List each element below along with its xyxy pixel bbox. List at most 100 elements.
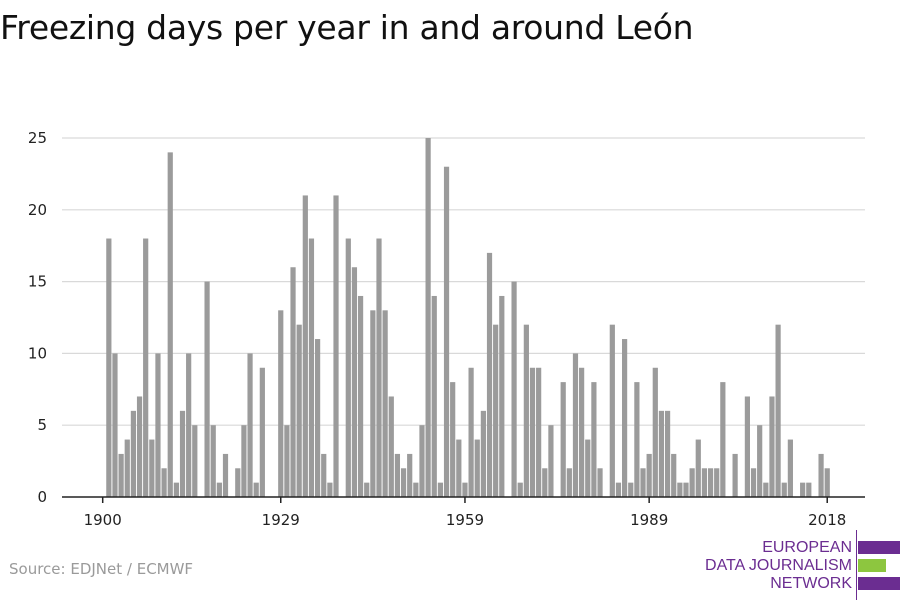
bar bbox=[523, 324, 529, 497]
bar bbox=[720, 382, 726, 497]
bar bbox=[806, 482, 812, 497]
x-axis-ticks: 1900 1929 1959 1989 2018 bbox=[84, 497, 846, 529]
bar bbox=[683, 482, 689, 497]
bar bbox=[566, 468, 572, 497]
y-tick-label: 10 bbox=[28, 344, 47, 362]
bar bbox=[241, 425, 247, 497]
logo-text-data-journalism: DATA JOURNALISM bbox=[705, 557, 852, 574]
bar bbox=[757, 425, 763, 497]
bar bbox=[173, 482, 179, 497]
logo-text-european: EUROPEAN bbox=[762, 539, 852, 556]
logo-bar-purple-top bbox=[858, 541, 900, 554]
bar bbox=[204, 281, 210, 497]
bar bbox=[179, 410, 186, 497]
bar bbox=[437, 482, 443, 497]
bar bbox=[517, 482, 523, 497]
bar bbox=[278, 310, 284, 497]
bar bbox=[413, 482, 419, 497]
bar bbox=[296, 324, 302, 497]
bar bbox=[658, 410, 665, 497]
bar bbox=[775, 324, 781, 497]
bar bbox=[253, 482, 259, 497]
bar bbox=[468, 367, 474, 497]
bar bbox=[548, 425, 554, 497]
bar bbox=[671, 453, 677, 497]
bar bbox=[210, 425, 216, 497]
bar bbox=[259, 367, 265, 497]
bar bbox=[677, 482, 683, 497]
bar bbox=[781, 482, 787, 497]
bar-chart: 0 5 10 15 20 25 1900 1929 1959 1989 2018 bbox=[28, 129, 865, 529]
bar bbox=[149, 439, 155, 497]
bar bbox=[376, 238, 382, 497]
bar bbox=[419, 425, 425, 497]
bar bbox=[499, 295, 505, 497]
bar bbox=[597, 468, 603, 497]
bar bbox=[364, 482, 370, 497]
bar bbox=[400, 468, 407, 497]
bar bbox=[321, 453, 327, 497]
y-tick-label: 15 bbox=[28, 273, 47, 291]
bar bbox=[118, 453, 124, 497]
bar bbox=[247, 353, 253, 497]
y-tick-label: 20 bbox=[28, 201, 47, 219]
bar bbox=[511, 281, 517, 497]
logo-bar-green bbox=[858, 559, 886, 572]
bar bbox=[235, 468, 241, 497]
bar bbox=[707, 468, 714, 497]
bar bbox=[818, 453, 824, 497]
bar bbox=[284, 425, 290, 497]
bar bbox=[333, 195, 339, 497]
bar bbox=[443, 166, 450, 497]
bar bbox=[290, 267, 296, 497]
bar bbox=[486, 252, 493, 497]
bar bbox=[382, 310, 388, 497]
bar bbox=[425, 138, 431, 497]
gridlines bbox=[62, 137, 865, 426]
bar bbox=[450, 382, 456, 497]
chart-title: Freezing days per year in and around Leó… bbox=[0, 8, 694, 47]
bar bbox=[167, 152, 173, 498]
x-tick-label: 1959 bbox=[446, 511, 484, 529]
bar bbox=[394, 453, 401, 497]
bar bbox=[493, 324, 499, 497]
bar bbox=[124, 439, 130, 497]
y-tick-label: 0 bbox=[37, 488, 47, 506]
bar bbox=[689, 468, 695, 497]
bar bbox=[664, 410, 671, 497]
bar bbox=[646, 453, 652, 497]
bar bbox=[560, 382, 566, 497]
bar bbox=[143, 238, 149, 497]
x-tick-label: 2018 bbox=[808, 511, 846, 529]
bar bbox=[652, 367, 658, 497]
bar bbox=[622, 339, 628, 497]
x-tick-label: 1929 bbox=[262, 511, 300, 529]
logo-bar-purple-bottom bbox=[858, 577, 900, 590]
bar bbox=[695, 439, 701, 497]
bar bbox=[529, 367, 536, 497]
bar bbox=[222, 453, 229, 497]
bar bbox=[407, 453, 413, 497]
bar bbox=[609, 324, 615, 497]
bar bbox=[431, 295, 437, 497]
bar bbox=[714, 468, 720, 497]
bar bbox=[388, 396, 394, 497]
y-tick-label: 25 bbox=[28, 129, 47, 147]
bar bbox=[112, 353, 118, 497]
x-tick-label: 1989 bbox=[630, 511, 668, 529]
x-tick-label: 1900 bbox=[84, 511, 122, 529]
bar bbox=[357, 295, 364, 497]
logo-divider bbox=[856, 530, 857, 600]
y-tick-label: 5 bbox=[37, 416, 47, 434]
bar bbox=[732, 453, 738, 497]
bar bbox=[572, 353, 579, 497]
bar bbox=[579, 367, 585, 497]
bar bbox=[216, 482, 222, 497]
bar bbox=[370, 310, 376, 497]
source-note: Source: EDJNet / ECMWF bbox=[9, 560, 194, 578]
y-axis-ticks: 0 5 10 15 20 25 bbox=[28, 129, 47, 506]
bar bbox=[136, 396, 143, 497]
bar bbox=[315, 339, 321, 497]
bar bbox=[351, 267, 358, 497]
bar bbox=[750, 468, 757, 497]
